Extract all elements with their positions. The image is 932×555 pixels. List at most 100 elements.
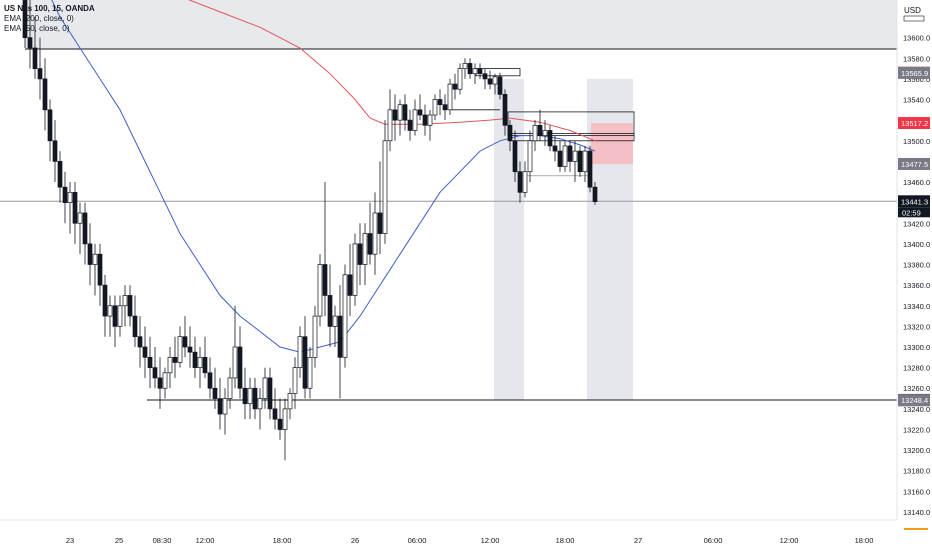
candle[interactable]	[392, 109, 398, 121]
candle[interactable]	[67, 191, 73, 203]
candle[interactable]	[117, 305, 123, 327]
candle[interactable]	[147, 356, 153, 368]
candle[interactable]	[452, 83, 458, 90]
candle[interactable]	[207, 372, 213, 389]
candle[interactable]	[497, 76, 503, 95]
candle[interactable]	[327, 295, 333, 327]
candle[interactable]	[552, 145, 558, 152]
candle[interactable]	[472, 68, 478, 75]
candle[interactable]	[52, 140, 58, 162]
candle[interactable]	[587, 150, 593, 188]
candle[interactable]	[362, 233, 368, 265]
price-axis[interactable]	[897, 0, 932, 550]
candle[interactable]	[237, 346, 243, 389]
candle[interactable]	[407, 119, 413, 131]
candle[interactable]	[502, 94, 508, 126]
candle[interactable]	[522, 171, 528, 193]
candle[interactable]	[442, 104, 448, 111]
candle[interactable]	[337, 315, 343, 358]
scale-indicator[interactable]	[904, 528, 928, 530]
candle[interactable]	[232, 346, 238, 379]
candle[interactable]	[22, 0, 28, 39]
candle[interactable]	[277, 418, 283, 430]
candle[interactable]	[197, 356, 203, 368]
candle[interactable]	[482, 73, 488, 80]
candle[interactable]	[262, 377, 268, 399]
candle[interactable]	[527, 140, 533, 173]
candle[interactable]	[577, 150, 583, 173]
candle[interactable]	[417, 109, 423, 116]
candle[interactable]	[512, 140, 518, 173]
candle[interactable]	[202, 356, 208, 374]
candle[interactable]	[427, 114, 433, 126]
candle[interactable]	[72, 191, 78, 224]
candle[interactable]	[252, 387, 258, 410]
candle[interactable]	[307, 356, 313, 389]
candle[interactable]	[537, 124, 543, 136]
candle[interactable]	[152, 367, 158, 379]
candle[interactable]	[542, 130, 548, 136]
candle[interactable]	[132, 315, 138, 338]
candle[interactable]	[272, 408, 278, 420]
candle[interactable]	[342, 274, 348, 358]
candle[interactable]	[352, 243, 358, 296]
candle[interactable]	[227, 377, 233, 399]
supply-zone[interactable]	[591, 123, 633, 164]
candle[interactable]	[302, 336, 308, 389]
candle[interactable]	[287, 393, 293, 410]
candle[interactable]	[297, 336, 303, 368]
candle[interactable]	[82, 212, 88, 245]
legend-ema50[interactable]: EMA (50, close, 0)	[4, 24, 70, 33]
candle[interactable]	[62, 186, 68, 203]
candle[interactable]	[567, 145, 573, 162]
candle[interactable]	[572, 150, 578, 162]
ema200-line[interactable]	[60, 0, 596, 142]
candle[interactable]	[247, 387, 253, 405]
candle[interactable]	[332, 315, 338, 327]
candle[interactable]	[367, 233, 373, 255]
candle[interactable]	[112, 305, 118, 327]
candle[interactable]	[377, 212, 383, 234]
order-block-box[interactable]	[475, 68, 521, 77]
candle[interactable]	[57, 161, 63, 188]
candle[interactable]	[217, 398, 223, 415]
candle[interactable]	[347, 274, 353, 296]
candle[interactable]	[382, 140, 388, 234]
candle[interactable]	[467, 63, 473, 75]
candle[interactable]	[462, 63, 468, 69]
candle[interactable]	[402, 104, 408, 121]
candle[interactable]	[47, 109, 53, 142]
price-label[interactable]	[898, 195, 930, 208]
candle[interactable]	[77, 212, 83, 224]
candle[interactable]	[257, 398, 263, 410]
candle[interactable]	[447, 83, 453, 111]
candle[interactable]	[267, 377, 273, 410]
candle[interactable]	[87, 243, 93, 265]
candle[interactable]	[557, 150, 563, 167]
candle[interactable]	[127, 295, 133, 317]
ema50-line[interactable]	[40, 0, 596, 353]
candle[interactable]	[372, 212, 378, 255]
candle[interactable]	[172, 356, 178, 363]
price-label[interactable]	[898, 117, 930, 130]
candle[interactable]	[282, 408, 288, 430]
candle[interactable]	[477, 68, 483, 75]
candle[interactable]	[37, 68, 43, 80]
candle[interactable]	[212, 387, 218, 399]
candle[interactable]	[222, 398, 228, 415]
candle[interactable]	[397, 104, 403, 121]
candle[interactable]	[107, 305, 113, 317]
candle[interactable]	[487, 78, 493, 85]
candle[interactable]	[142, 346, 148, 358]
candle[interactable]	[387, 109, 393, 142]
candle[interactable]	[32, 47, 38, 69]
legend-ema200[interactable]: EMA (200, close, 0)	[4, 14, 74, 23]
candle[interactable]	[457, 68, 463, 90]
candle[interactable]	[592, 186, 598, 202]
candle[interactable]	[547, 130, 553, 147]
candle[interactable]	[432, 99, 438, 116]
candle[interactable]	[532, 124, 538, 142]
candle[interactable]	[182, 336, 188, 348]
candle[interactable]	[317, 264, 323, 317]
